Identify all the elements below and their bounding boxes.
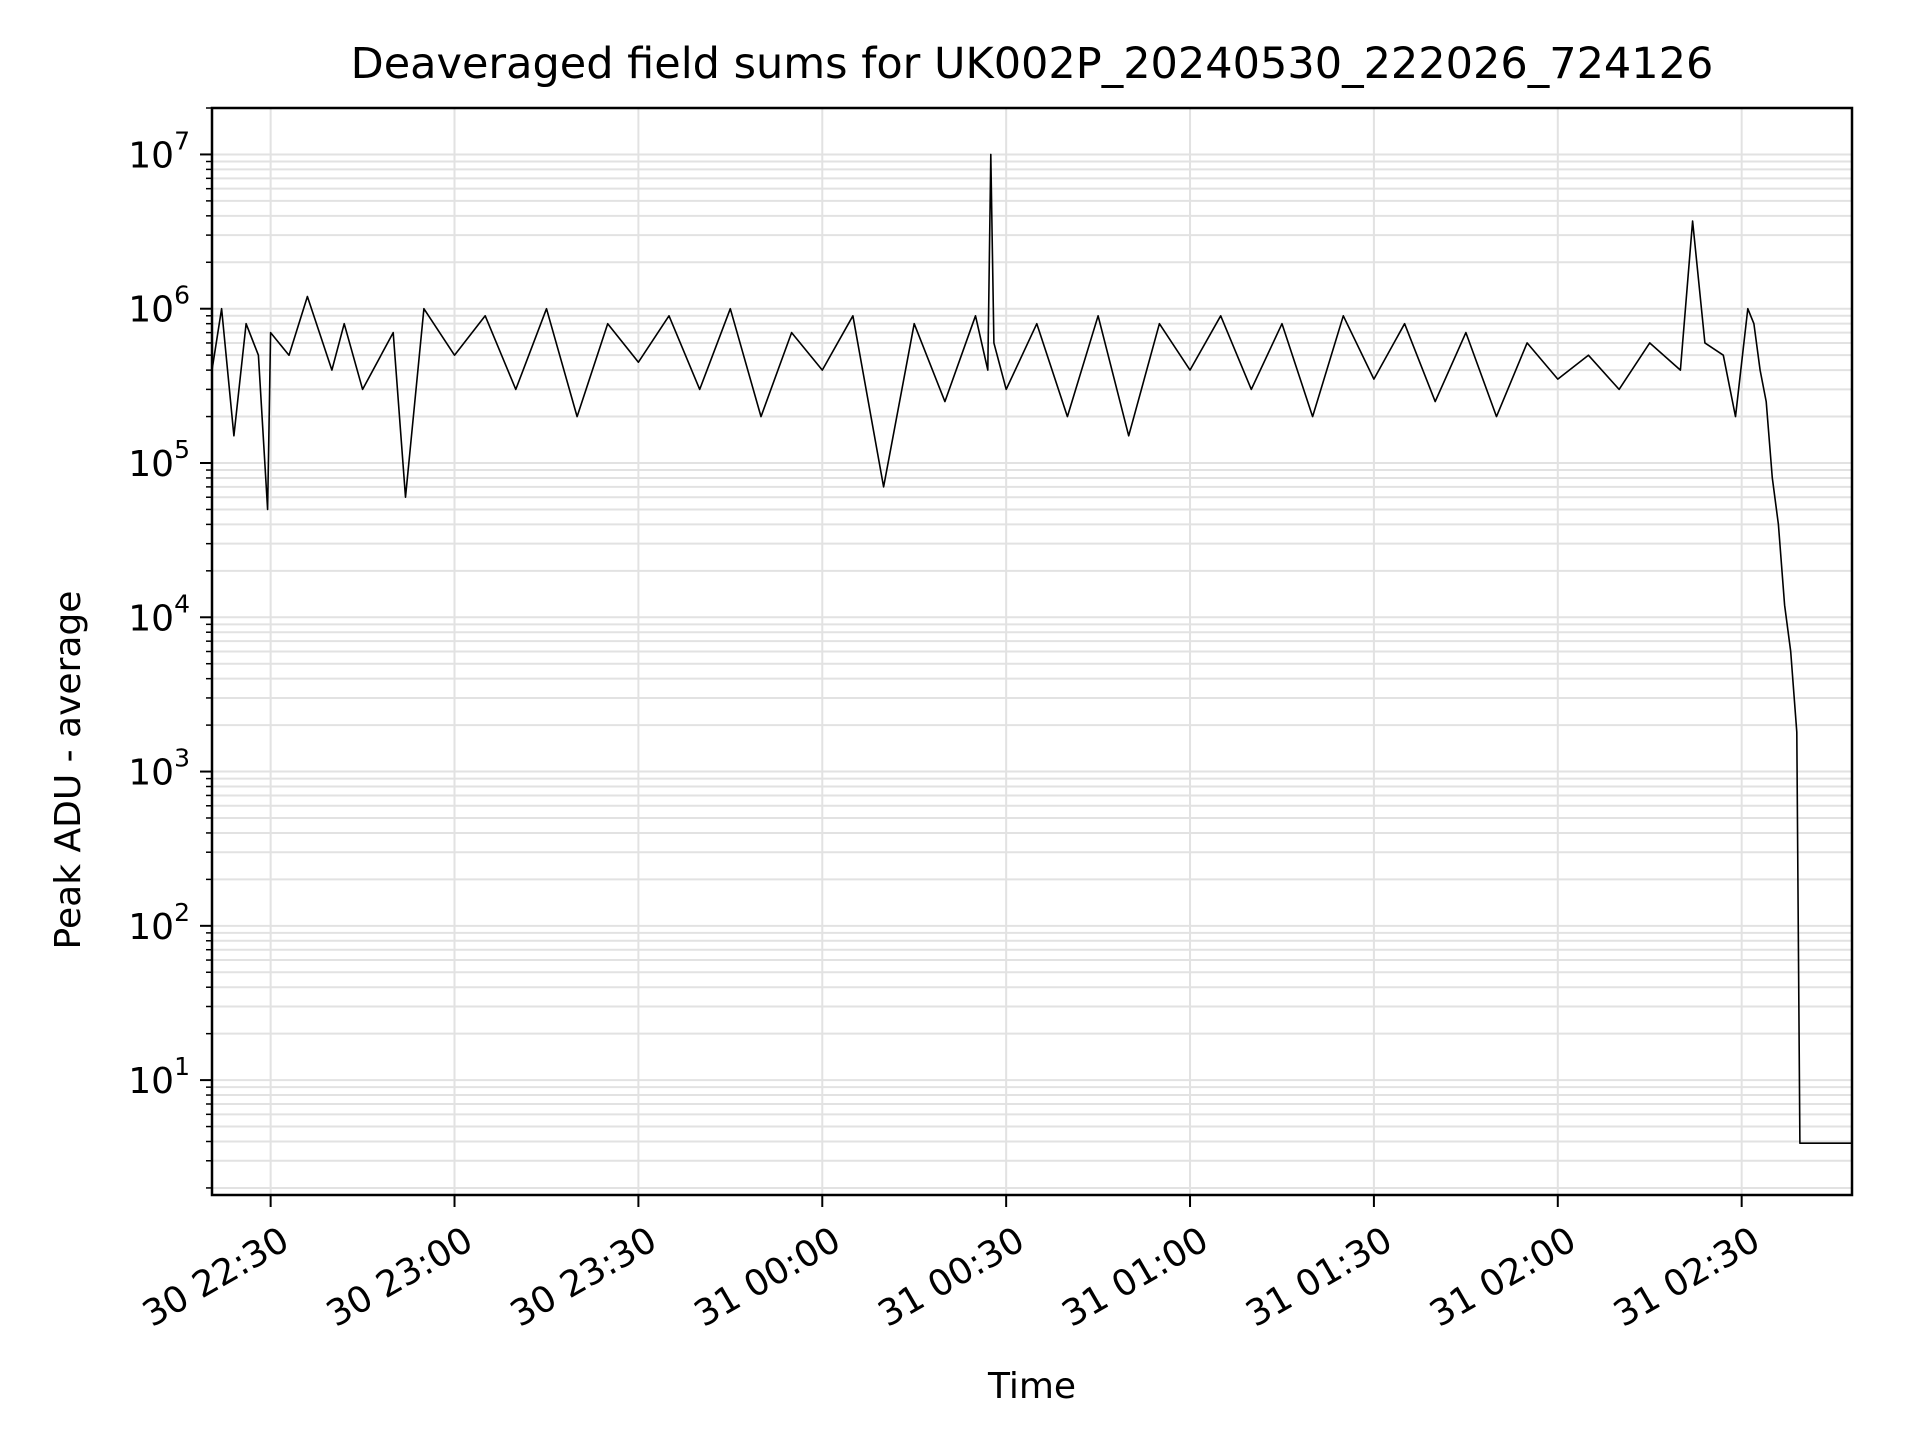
y-tick-label: 106 <box>128 281 190 331</box>
y-tick-label: 107 <box>128 126 190 176</box>
grid <box>212 107 1852 1195</box>
y-axis-label: Peak ADU - average <box>48 591 89 950</box>
series-group <box>211 153 1852 1144</box>
x-tick-label: 31 01:00 <box>1055 1219 1215 1335</box>
x-axis: 30 22:30 30 23:00 30 23:30 31 00:00 31 00:30… <box>136 1195 1767 1335</box>
y-tick-label: 103 <box>128 744 190 794</box>
x-tick-label: 30 23:30 <box>504 1219 664 1335</box>
y-tick-label: 102 <box>128 898 190 948</box>
x-tick-label: 31 00:30 <box>872 1219 1032 1335</box>
y-tick-label: 105 <box>128 435 190 485</box>
x-tick-label: 31 00:00 <box>688 1219 848 1335</box>
series-line <box>211 153 1852 1144</box>
chart-title: Deaveraged field sums for UK002P_2024053… <box>351 39 1714 89</box>
x-tick-label: 31 02:30 <box>1607 1219 1767 1335</box>
x-tick-label: 30 23:00 <box>320 1219 480 1335</box>
x-axis-label: Time <box>987 1366 1076 1407</box>
y-tick-label: 101 <box>128 1052 190 1102</box>
y-tick-label: 104 <box>128 589 190 639</box>
x-tick-label: 31 02:00 <box>1423 1219 1583 1335</box>
y-axis: 101 102 103 104 105 106 107 <box>128 107 212 1189</box>
x-tick-label: 31 01:30 <box>1239 1219 1399 1335</box>
x-tick-label: 30 22:30 <box>136 1219 296 1335</box>
